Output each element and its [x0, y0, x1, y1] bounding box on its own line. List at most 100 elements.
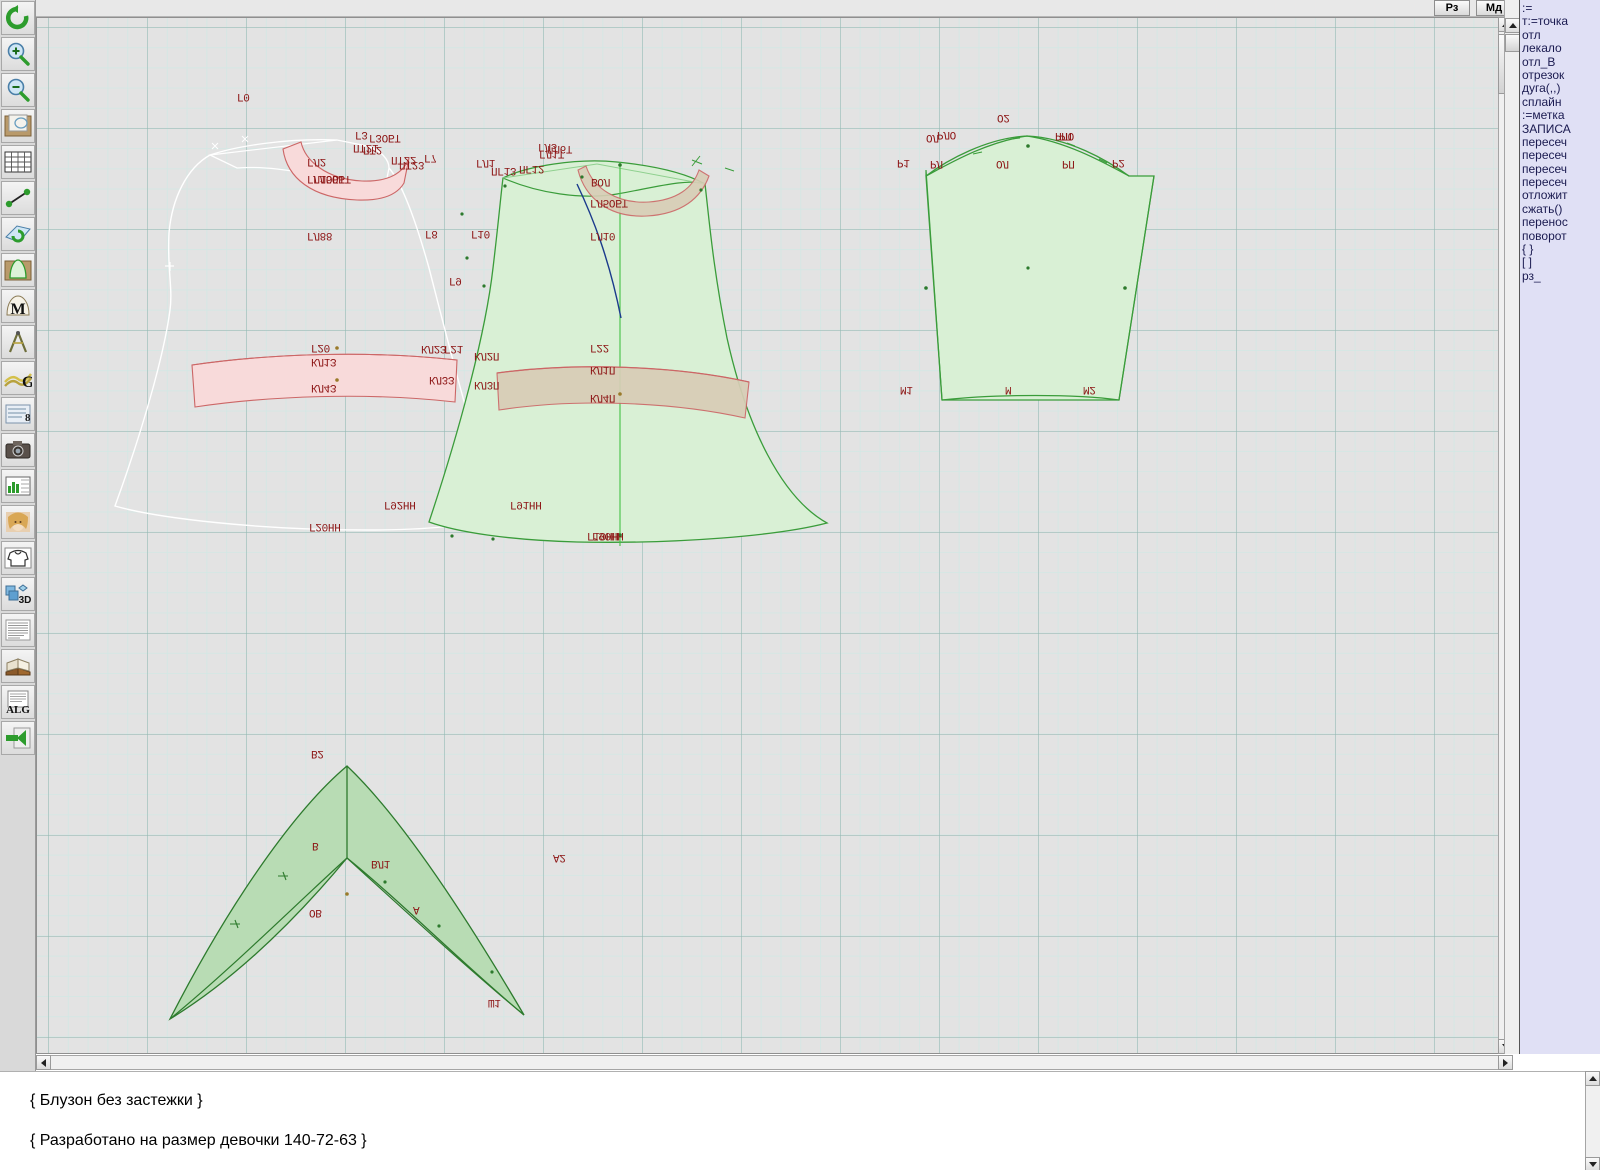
blue-spline [576, 183, 622, 319]
command-item[interactable]: отрезок [1522, 68, 1565, 82]
command-item[interactable]: поворот [1522, 229, 1567, 243]
command-item[interactable]: отложит [1522, 189, 1568, 203]
scroll-left-button[interactable] [36, 1055, 51, 1070]
point-labels-layer: Г0 Г3 Г3ОБТ ПТ21 ПТ2 ПТ22 Г7 ПТ23 ГЛ2 ГЛ1ОБТ ГЛ5ОБ… [37, 18, 1512, 1053]
command-item[interactable]: дуга(,,) [1522, 82, 1561, 96]
arrow-right-icon [1503, 1058, 1508, 1067]
tool-grid-table[interactable] [1, 145, 35, 179]
status-line-1: { Блузон без застежки } [30, 1092, 203, 1109]
command-item[interactable]: пересеч [1522, 149, 1568, 163]
point-label: Г91НН [510, 498, 542, 510]
scroll-right-button[interactable] [1498, 1055, 1513, 1070]
front-neck-facing [577, 165, 710, 217]
command-item[interactable]: сжать() [1522, 202, 1563, 216]
command-item[interactable]: { } [1522, 243, 1534, 257]
tool-book-library[interactable] [1, 649, 35, 683]
back-waist-facing [191, 353, 458, 408]
tool-measure-segment[interactable] [1, 181, 35, 215]
tool-zoom-out[interactable] [1, 73, 35, 107]
editor-vscroll-thumb[interactable] [1505, 34, 1520, 52]
point-label: КЛ3З [429, 373, 455, 385]
bottom-scroll-down-button[interactable] [1585, 1157, 1600, 1170]
svg-text:G: G [22, 374, 32, 390]
point-label: А [413, 903, 420, 915]
point-label: Р2 [1112, 156, 1125, 168]
arrow-down-icon [1588, 1162, 1597, 1167]
front-waist-facing [496, 366, 750, 419]
point-label: ГЛ5ОБТ [313, 172, 351, 184]
pattern-canvas[interactable]: Г0 Г3 Г3ОБТ ПТ21 ПТ2 ПТ22 Г7 ПТ23 ГЛ2 ГЛ1ОБТ ГЛ5ОБ… [36, 17, 1513, 1054]
tool-mannequin-face[interactable] [1, 505, 35, 539]
point-label: РЛ [930, 157, 943, 169]
command-item[interactable]: пересеч [1522, 162, 1568, 176]
point-label: КЛ3П [474, 378, 500, 390]
point-label: Г20 [311, 341, 330, 353]
command-item[interactable]: [ ] [1522, 256, 1533, 270]
point-label: Г21 [444, 342, 463, 354]
point-label: КЛ2З [421, 342, 447, 354]
grain-point-markers [335, 346, 622, 396]
point-label: М [1005, 383, 1012, 395]
tool-pattern-piece[interactable] [1, 253, 35, 287]
command-item[interactable]: рз_ [1522, 269, 1541, 283]
tool-back-exit[interactable] [1, 721, 35, 755]
point-label: Г9 [449, 274, 462, 286]
point-label: ОЛ [996, 157, 1009, 169]
tool-pattern-sheet[interactable] [1, 109, 35, 143]
point-label: ГЛ1Т [539, 147, 565, 159]
point-label: М1 [900, 383, 913, 395]
top-bar: Рз Мд [36, 0, 1513, 17]
pattern-point-markers [450, 163, 703, 541]
command-item[interactable]: пересеч [1522, 176, 1568, 190]
editor-scroll-up-button[interactable] [1505, 18, 1520, 33]
tool-text-document[interactable] [1, 613, 35, 647]
point-label: ПТ2 [363, 143, 382, 155]
back-neck-facing [282, 141, 410, 201]
point-label: ВЛ1 [371, 857, 390, 869]
command-item[interactable]: пересеч [1522, 135, 1568, 149]
command-item[interactable]: ЗАПИСА [1522, 122, 1571, 136]
tool-grading-g[interactable]: G [1, 361, 35, 395]
command-item[interactable]: отл [1522, 28, 1541, 42]
tool-size-table[interactable]: 8 [1, 397, 35, 431]
point-label: ОВ [309, 906, 322, 918]
point-label: Ш1 [488, 996, 501, 1008]
command-item[interactable]: :=метка [1522, 109, 1565, 123]
svg-text:ALG: ALG [6, 704, 30, 714]
command-item[interactable]: сплайн [1522, 95, 1562, 109]
point-label: ОЛ [926, 131, 939, 143]
command-item[interactable]: т:=точка [1522, 15, 1569, 29]
tool-compass[interactable] [1, 325, 35, 359]
rz-button[interactable]: Рз [1434, 0, 1470, 16]
command-item[interactable]: := [1522, 2, 1533, 15]
editor-vertical-scrollbar[interactable] [1504, 0, 1520, 1054]
tool-view-3d[interactable]: 3D [1, 577, 35, 611]
point-label: Г20НН [309, 520, 341, 532]
point-label: Г90НН [592, 529, 624, 541]
bottom-scroll-up-button[interactable] [1585, 1071, 1600, 1086]
point-label: Г3 [355, 128, 368, 140]
back-bodice-piece [114, 135, 500, 531]
tool-garment-preview[interactable] [1, 541, 35, 575]
canvas-horizontal-scrollbar[interactable] [36, 1055, 1513, 1070]
tool-algorithm-alg[interactable]: ALG [1, 685, 35, 719]
tool-camera[interactable] [1, 433, 35, 467]
command-item[interactable]: отл_В [1522, 55, 1556, 69]
tool-zoom-in[interactable] [1, 37, 35, 71]
tool-spreadsheet[interactable] [1, 469, 35, 503]
command-panel[interactable]: := т:=точка отл лекало отл_В отрезок дуга(,,) с… [1519, 0, 1600, 1054]
tool-layers[interactable] [1, 217, 35, 251]
command-list[interactable]: := т:=точка отл лекало отл_В отрезок дуга(,,) с… [1522, 2, 1600, 283]
status-line-2: { Разработано на размер девочки 140-72-6… [30, 1132, 367, 1149]
point-label: Г0 [237, 90, 250, 102]
front-bodice-piece [428, 155, 829, 546]
tool-model-m[interactable]: M [1, 289, 35, 323]
svg-text:8: 8 [25, 412, 31, 424]
command-item[interactable]: лекало [1522, 42, 1562, 56]
command-item[interactable]: перенос [1522, 216, 1568, 230]
collar-piece [168, 765, 525, 1021]
bottom-pane-scrollbar[interactable] [1585, 1071, 1600, 1170]
tool-refresh-rebuild[interactable] [1, 1, 35, 35]
point-label: В2 [311, 747, 324, 759]
